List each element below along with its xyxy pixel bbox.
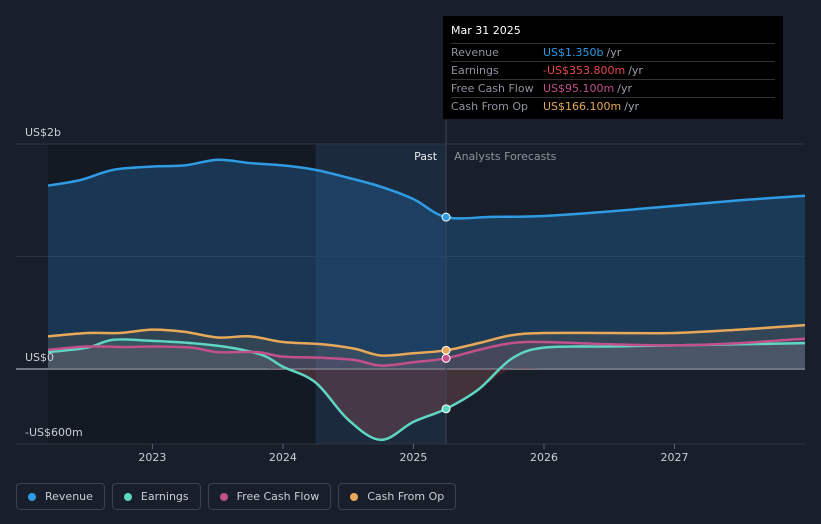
tooltip-row-revenue: Revenue US$1.350b /yr [451,44,775,62]
tooltip-row-cash-from-op: Cash From Op US$166.100m /yr [451,98,775,115]
tooltip-value: -US$353.800m [543,64,626,77]
series-line-free-cash-flow [47,337,806,367]
marker-earnings [441,404,451,414]
tooltip-label: Earnings [451,64,499,77]
legend-label: Revenue [45,490,93,503]
legend-label: Free Cash Flow [236,490,320,503]
marker-cash-from-op [441,345,451,355]
tooltip-value: US$1.350b [543,46,604,59]
past-region-dark [48,144,316,444]
series-area-earnings [48,339,805,440]
series-area-cash-from-op [48,325,805,369]
legend-label: Cash From Op [367,490,445,503]
tooltip-unit: /yr [606,46,622,59]
legend: Revenue Earnings Free Cash Flow Cash Fro… [16,483,457,510]
legend-dot-icon [219,492,228,501]
marker-revenue [441,212,451,222]
tooltip-label: Revenue [451,46,499,59]
tooltip-row-free-cash-flow: Free Cash Flow US$95.100m /yr [451,80,775,98]
tooltip-label: Cash From Op [451,100,529,113]
y-tick-label: -US$600m [25,426,83,439]
y-tick-label: US$2b [25,126,61,139]
tooltip-value: US$166.100m [543,100,622,113]
tooltip-value: US$95.100m [543,82,615,95]
legend-item-revenue[interactable]: Revenue [16,483,105,510]
series-line-cash-from-op [47,323,806,357]
tooltip-row-earnings: Earnings -US$353.800m /yr [451,62,775,80]
x-tick-label: 2024 [269,451,297,464]
tooltip-unit: /yr [628,64,643,77]
past-highlight-band [315,144,447,444]
tooltip: Mar 31 2025 Revenue US$1.350b /yr Earnin… [443,16,783,119]
legend-item-free-cash-flow[interactable]: Free Cash Flow [207,483,332,510]
x-tick-label: 2023 [138,451,166,464]
legend-dot-icon [350,492,359,501]
x-tick-label: 2025 [399,451,427,464]
tooltip-label: Free Cash Flow [451,82,534,95]
legend-label: Earnings [140,490,189,503]
earnings-negative-area [48,367,805,440]
legend-item-cash-from-op[interactable]: Cash From Op [338,483,457,510]
marker-free-cash-flow [441,353,451,363]
legend-item-earnings[interactable]: Earnings [111,483,201,510]
y-tick-label: US$0 [25,351,54,364]
tooltip-date: Mar 31 2025 [451,24,775,44]
series-line-earnings [47,338,806,442]
x-tick-label: 2026 [530,451,558,464]
tooltip-unit: /yr [617,82,632,95]
legend-dot-icon [28,492,36,501]
past-label: Past [414,150,438,163]
x-tick-label: 2027 [660,451,688,464]
series-line-revenue [47,158,806,220]
forecast-label: Analysts Forecasts [454,150,557,163]
tooltip-unit: /yr [624,100,639,113]
legend-dot-icon [123,492,132,501]
